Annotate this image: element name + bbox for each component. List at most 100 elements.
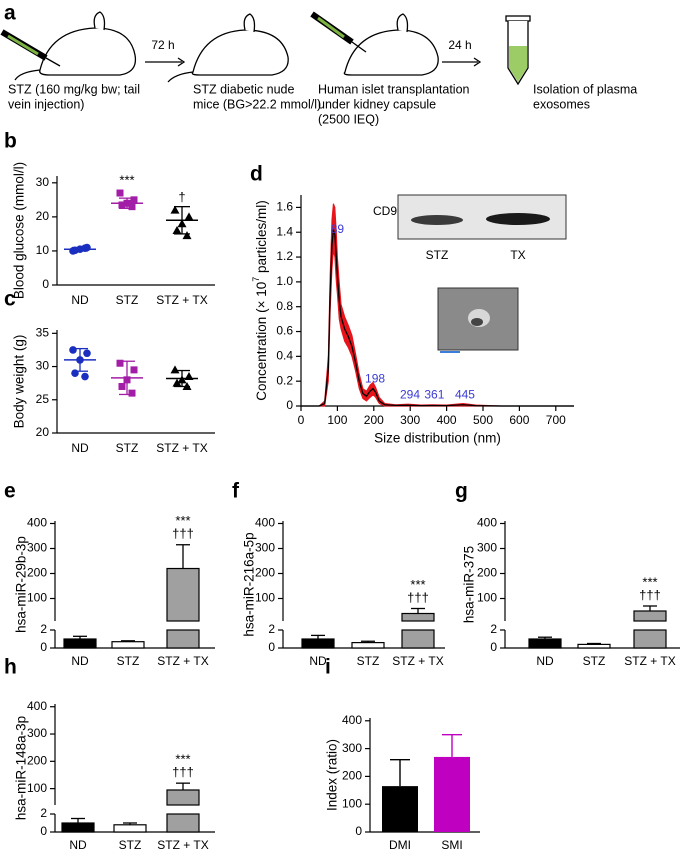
bar — [434, 756, 470, 832]
x-tick-label: 100 — [327, 413, 347, 427]
y-tick-label: 0 — [40, 824, 47, 838]
point — [130, 196, 138, 204]
x-tick-label: 400 — [437, 413, 457, 427]
x-tick-label: STZ + TX — [624, 654, 675, 668]
y-tick-label: 2 — [268, 622, 275, 636]
y-tick-label: 2 — [40, 806, 47, 820]
y-tick-label: 10 — [36, 243, 50, 257]
lane-label: TX — [510, 248, 525, 262]
panel-label: c — [4, 288, 16, 311]
point — [116, 189, 124, 197]
x-tick-label: ND — [309, 654, 327, 668]
x-axis-label: Size distribution (nm) — [374, 431, 501, 446]
y-axis-label-part: 7 — [251, 277, 261, 282]
panel-label: e — [4, 480, 16, 503]
y-tick-label: 300 — [255, 541, 275, 555]
panel-label: b — [4, 130, 17, 153]
y-tick-label: 30 — [36, 175, 50, 189]
y-tick-label: 2 — [490, 622, 497, 636]
lane-label: STZ — [426, 248, 449, 262]
x-tick-label: 200 — [364, 413, 384, 427]
bar — [63, 638, 97, 649]
panel-label: d — [250, 163, 263, 186]
x-tick-label: STZ — [116, 293, 139, 307]
peak-label: 445 — [455, 388, 475, 402]
y-axis-label: Index (ratio) — [325, 739, 340, 811]
x-tick-label: SMI — [441, 838, 462, 852]
y-tick-label: 400 — [255, 516, 275, 530]
x-tick-label: 700 — [546, 413, 566, 427]
y-tick-label: 300 — [27, 726, 47, 740]
point — [83, 349, 91, 358]
bar-lower — [166, 629, 200, 649]
y-tick-label: 2 — [40, 622, 47, 636]
y-axis-label: Blood glucose (mmol/l) — [12, 162, 27, 299]
blot-label: CD9 — [373, 204, 397, 218]
x-tick-label: ND — [71, 654, 89, 668]
bar-upper — [401, 612, 435, 622]
y-tick-label: 400 — [477, 516, 497, 530]
annotation: *** — [119, 172, 134, 187]
annotation: ††† — [172, 526, 194, 541]
bar — [577, 643, 611, 649]
bar-upper — [166, 567, 200, 622]
bar — [301, 638, 335, 649]
point — [71, 246, 79, 255]
step-text: STZ diabetic nude — [193, 82, 294, 96]
bar — [528, 638, 562, 649]
y-tick-label: 1.6 — [276, 200, 293, 214]
y-tick-label: 25 — [36, 392, 50, 406]
annotation: ††† — [639, 587, 661, 602]
point — [116, 359, 124, 367]
annotation: † — [178, 190, 185, 205]
annotation: *** — [642, 574, 657, 589]
annotation: *** — [175, 752, 190, 767]
y-axis-label: hsa-miR-216a-5p — [242, 532, 257, 636]
y-axis-label-part: Concentration (× 10 — [254, 282, 269, 401]
peak-label: 361 — [424, 388, 444, 402]
y-tick-label: 0 — [355, 824, 362, 838]
point — [170, 205, 180, 214]
bar — [111, 641, 145, 649]
x-tick-label: STZ + TX — [156, 441, 207, 455]
confidence-band — [301, 203, 574, 407]
y-tick-label: 20 — [36, 425, 50, 439]
step-text: Isolation of plasma — [533, 82, 637, 96]
annotation: ††† — [172, 765, 194, 780]
x-tick-label: 0 — [298, 413, 305, 427]
y-tick-label: 0 — [286, 398, 293, 412]
x-tick-label: ND — [69, 838, 87, 852]
panel-label: a — [4, 2, 16, 25]
y-tick-label: 0.2 — [276, 373, 293, 387]
x-tick-label: STZ + TX — [156, 293, 207, 307]
y-tick-label: 400 — [27, 699, 47, 713]
step-text: exosomes — [533, 97, 590, 111]
bar — [382, 786, 418, 832]
y-tick-label: 20 — [36, 209, 50, 223]
point — [69, 346, 77, 354]
x-tick-label: STZ — [583, 654, 606, 668]
step-text: mice (BG>22.2 mmol/l) — [193, 97, 321, 111]
step-text: (2500 IEQ) — [318, 112, 379, 126]
x-tick-label: STZ — [117, 654, 140, 668]
y-tick-label: 300 — [477, 541, 497, 555]
x-tick-label: 500 — [473, 413, 493, 427]
y-tick-label: 0 — [490, 640, 497, 654]
y-tick-label: 100 — [255, 591, 275, 605]
y-tick-label: 100 — [27, 591, 47, 605]
point — [128, 203, 136, 211]
bar-upper — [166, 789, 200, 806]
y-tick-label: 30 — [36, 359, 50, 373]
y-tick-label: 0.4 — [276, 349, 293, 363]
step-text: vein injection) — [8, 97, 84, 111]
schematic-art — [0, 11, 531, 86]
line — [301, 229, 574, 407]
y-tick-label: 0.6 — [276, 324, 293, 338]
y-tick-label: 35 — [36, 325, 50, 339]
x-tick-label: ND — [536, 654, 554, 668]
inset-art — [397, 194, 567, 353]
arrow-label: 24 h — [448, 38, 471, 52]
y-axis-label: hsa-miR-29b-3p — [14, 536, 29, 633]
y-tick-label: 200 — [255, 566, 275, 580]
